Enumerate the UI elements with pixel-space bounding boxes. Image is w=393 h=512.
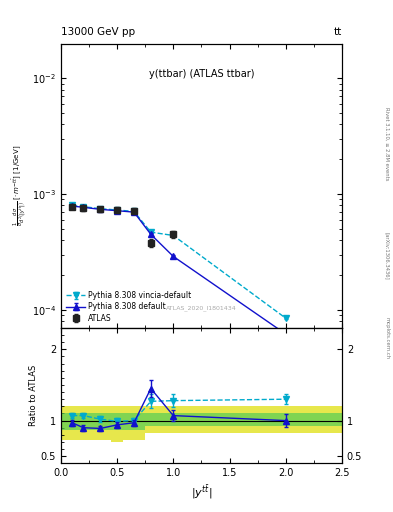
Text: mcplots.cern.ch: mcplots.cern.ch [385, 317, 389, 359]
Text: tt: tt [334, 27, 342, 37]
Legend: Pythia 8.308 vincia-default, Pythia 8.308 default, ATLAS: Pythia 8.308 vincia-default, Pythia 8.30… [65, 289, 193, 324]
Y-axis label: Ratio to ATLAS: Ratio to ATLAS [29, 365, 38, 426]
Text: [arXiv:1306.3436]: [arXiv:1306.3436] [385, 232, 389, 280]
Text: ATLAS_2020_I1801434: ATLAS_2020_I1801434 [166, 305, 237, 311]
Text: 13000 GeV pp: 13000 GeV pp [61, 27, 135, 37]
Text: Rivet 3.1.10, ≥ 2.8M events: Rivet 3.1.10, ≥ 2.8M events [385, 106, 389, 180]
Text: y(ttbar) (ATLAS ttbar): y(ttbar) (ATLAS ttbar) [149, 69, 254, 79]
X-axis label: $|y^{t\bar{t}}|$: $|y^{t\bar{t}}|$ [191, 484, 212, 501]
Y-axis label: $\frac{1}{\sigma}\frac{d\sigma}{d^{2}\left(|y^{t\bar{t}}|\right)}$ $[\cdot\,m^{-: $\frac{1}{\sigma}\frac{d\sigma}{d^{2}\le… [11, 145, 29, 226]
